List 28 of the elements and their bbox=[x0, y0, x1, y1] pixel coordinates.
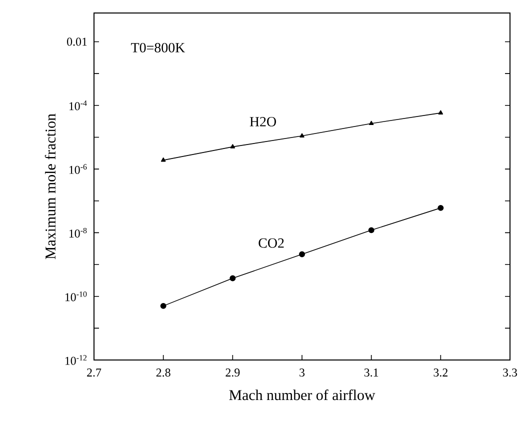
x-axis-title: Mach number of airflow bbox=[229, 389, 376, 400]
y-axis-title: Maximum mole fraction bbox=[44, 114, 56, 260]
point bbox=[368, 120, 374, 126]
point bbox=[230, 144, 236, 148]
point bbox=[299, 251, 305, 258]
point bbox=[160, 302, 166, 309]
annotation: T0=800K bbox=[131, 42, 186, 52]
y-tick-label: 10$^{-12}$ bbox=[65, 355, 87, 365]
x-tick-label: 3.2 bbox=[434, 368, 448, 377]
y-tick-label: 10$^{-10}$ bbox=[65, 291, 87, 302]
series-label: CO2 bbox=[258, 238, 284, 248]
x-tick-label: 2.7 bbox=[87, 368, 102, 377]
point bbox=[230, 275, 236, 282]
y-tick-label: 0.01 bbox=[67, 38, 87, 46]
x-tick-label: 2.8 bbox=[156, 368, 170, 377]
y-tick-label: 10$^{-4}$ bbox=[69, 100, 87, 110]
series-label: H2O bbox=[250, 117, 276, 126]
point bbox=[438, 204, 444, 211]
x-tick-label: 3.1 bbox=[364, 368, 378, 377]
y-tick-label: 10$^{-6}$ bbox=[69, 164, 87, 174]
point bbox=[300, 133, 304, 138]
point bbox=[160, 157, 166, 162]
x-tick-label: 3 bbox=[300, 368, 305, 377]
y-tick-label: 10$^{-8}$ bbox=[69, 228, 87, 238]
x-tick-label: 2.9 bbox=[226, 368, 240, 377]
point bbox=[438, 110, 444, 114]
point bbox=[368, 227, 374, 234]
x-tick-label: 3.3 bbox=[503, 368, 518, 377]
